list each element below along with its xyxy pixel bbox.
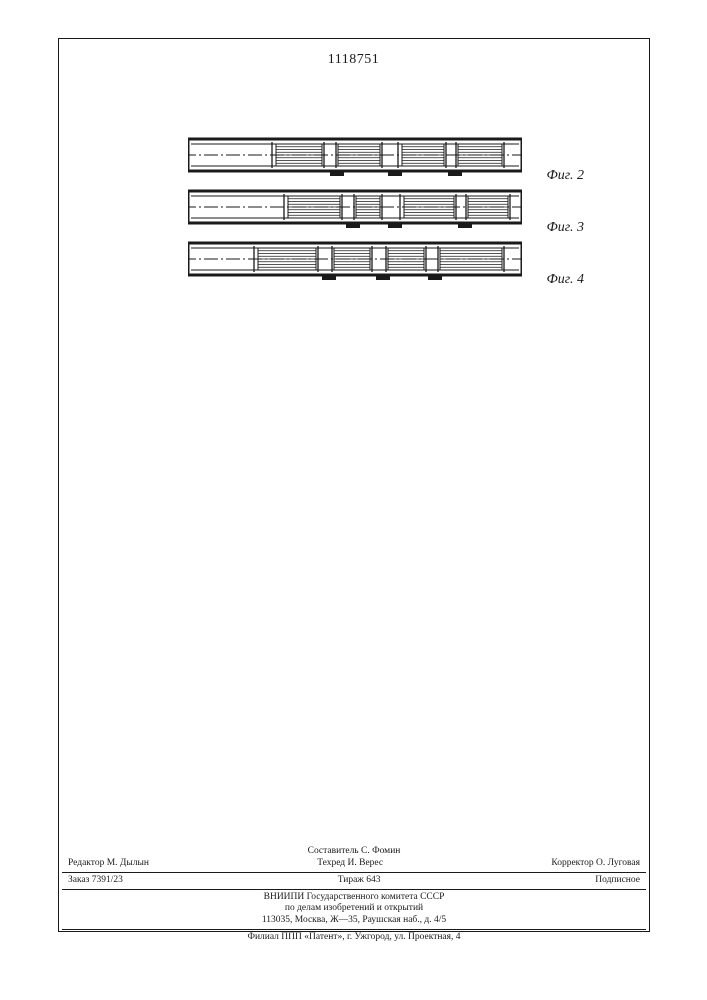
- footer-rule-3: [62, 929, 646, 930]
- footer-tirage: Тираж 643: [338, 875, 381, 887]
- footer-techred: Техред И. Верес: [317, 858, 383, 870]
- footer-addr2: Филиал ППП «Патент», г. Ужгород, ул. Про…: [58, 932, 650, 944]
- figure-2: Фиг. 2: [188, 136, 522, 178]
- footer-org1: ВНИИПИ Государственного комитета СССР: [58, 892, 650, 904]
- figure-4-label: Фиг. 4: [546, 272, 584, 288]
- figure-2-svg: [188, 136, 522, 178]
- figure-2-label: Фиг. 2: [546, 168, 584, 184]
- figure-4-svg: [188, 240, 522, 282]
- footer-editor: Редактор М. Дылын: [68, 858, 149, 870]
- footer-rule-1: [62, 872, 646, 873]
- document-number: 1118751: [0, 52, 707, 68]
- figure-4: Фиг. 4: [188, 240, 522, 282]
- footer-subscription: Подписное: [595, 875, 640, 887]
- figure-3-label: Фиг. 3: [546, 220, 584, 236]
- footer-row-2: Заказ 7391/23 Тираж 643 Подписное: [58, 875, 650, 887]
- figure-3-svg: [188, 188, 522, 230]
- footer-row-1: Редактор М. Дылын Техред И. Верес Коррек…: [58, 858, 650, 870]
- footer-rule-2: [62, 889, 646, 890]
- footer-order: Заказ 7391/23: [68, 875, 123, 887]
- footer-corrector: Корректор О. Луговая: [551, 858, 640, 870]
- figures-container: Фиг. 2 Фиг. 3 Фиг. 4: [188, 136, 522, 292]
- footer-addr1: 113035, Москва, Ж—35, Раушская наб., д. …: [58, 915, 650, 927]
- figure-3: Фиг. 3: [188, 188, 522, 230]
- footer-compiler: Составитель С. Фомин: [58, 846, 650, 858]
- footer-org2: по делам изобретений и открытий: [58, 903, 650, 915]
- imprint-footer: Составитель С. Фомин Редактор М. Дылын Т…: [58, 846, 650, 944]
